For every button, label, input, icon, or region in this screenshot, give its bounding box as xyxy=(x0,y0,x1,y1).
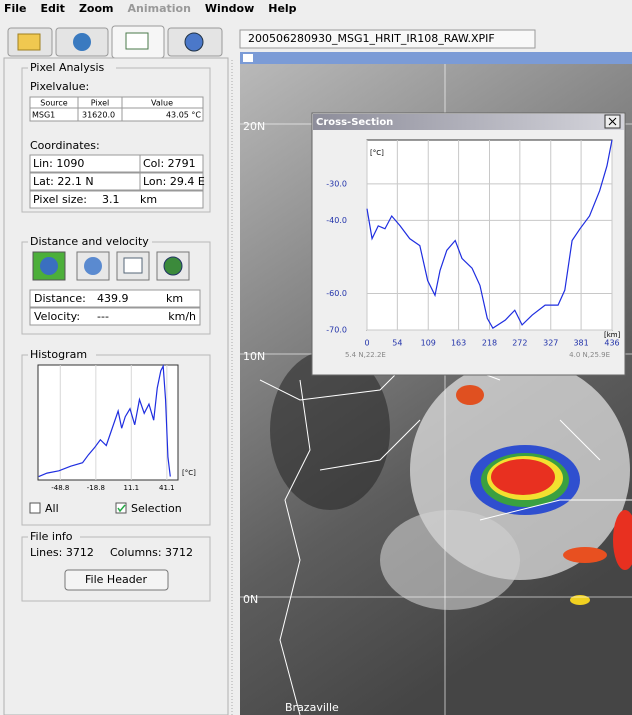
field-text: km xyxy=(166,292,183,305)
field-text: 439.9 xyxy=(97,292,129,305)
globe-icon xyxy=(185,33,203,51)
label: Coordinates: xyxy=(30,139,100,152)
x-tick-label: 41.1 xyxy=(159,484,175,492)
button-label[interactable]: File Header xyxy=(85,573,147,586)
checkbox-label: All xyxy=(45,502,59,515)
map-label: 0N xyxy=(243,593,258,606)
field-text: Col: 2791 xyxy=(143,157,196,170)
y-unit: [°C] xyxy=(370,149,384,157)
folder-icon xyxy=(18,34,40,50)
field-text: Velocity: xyxy=(34,310,80,323)
field-text: Lat: 22.1 N xyxy=(33,175,94,188)
table-header: Value xyxy=(151,99,173,108)
group-title: File info xyxy=(30,530,73,543)
menu-item[interactable]: Help xyxy=(268,2,296,15)
icon xyxy=(84,257,102,275)
tool-tabs xyxy=(8,26,222,58)
field-text: 3.1 xyxy=(102,193,120,206)
window-title: Cross-Section xyxy=(316,117,393,128)
x-tick-label: 381 xyxy=(573,339,588,348)
storm-cell xyxy=(563,547,607,563)
y-tick-label: -60.0 xyxy=(326,289,347,298)
icon xyxy=(40,257,58,275)
globe-icon xyxy=(73,33,91,51)
menu-bar: File Edit Zoom Animation Window Help xyxy=(4,2,297,15)
group-title: Pixel Analysis xyxy=(30,61,105,74)
x-tick-label: 272 xyxy=(512,339,527,348)
x-tick-label: -48.8 xyxy=(51,484,69,492)
x-tick-label: 54 xyxy=(392,339,402,348)
field-text: km/h xyxy=(168,310,196,323)
histogram-plot xyxy=(38,365,178,480)
x-unit: [°C] xyxy=(182,469,196,477)
x-tick-label: 163 xyxy=(451,339,466,348)
document-tab-title: 200506280930_MSG1_HRIT_IR108_RAW.XPIF xyxy=(248,32,495,45)
field-text: Pixel size: xyxy=(33,193,87,206)
storm-cell xyxy=(491,459,555,495)
label: Pixelvalue: xyxy=(30,80,89,93)
frame-icon xyxy=(243,54,253,62)
checkbox-label: Selection xyxy=(131,502,182,515)
table-header: Pixel xyxy=(91,99,110,108)
field-text: Distance: xyxy=(34,292,86,305)
x-tick-label: 218 xyxy=(482,339,497,348)
menu-item[interactable]: Animation xyxy=(128,2,191,15)
chart-icon xyxy=(126,33,148,49)
menu-item[interactable]: File xyxy=(4,2,27,15)
menu-item[interactable]: Window xyxy=(205,2,254,15)
map-label: Brazaville xyxy=(285,701,339,714)
y-tick-label: -40.0 xyxy=(326,216,347,225)
x-tick-label: 11.1 xyxy=(123,484,139,492)
x-tick-label: 0 xyxy=(364,339,369,348)
x-tick-label: 327 xyxy=(543,339,558,348)
y-tick-label: -30.0 xyxy=(326,179,347,188)
label: Lines: 3712 xyxy=(30,546,94,559)
icon xyxy=(164,257,182,275)
storm-cell xyxy=(456,385,484,405)
storm-cell xyxy=(570,595,590,605)
group-title: Histogram xyxy=(30,348,87,361)
x-tick-label: 109 xyxy=(421,339,436,348)
field-text: Lon: 29.4 E xyxy=(143,175,205,188)
y-tick-label: -70.0 xyxy=(326,326,347,335)
x-tick-label: -18.8 xyxy=(87,484,105,492)
end-coordinate: 4.0 N,25.9E xyxy=(569,351,610,359)
icon xyxy=(124,258,142,273)
menu-item[interactable]: Zoom xyxy=(79,2,114,15)
field-text: km xyxy=(140,193,157,206)
checkbox[interactable] xyxy=(30,503,40,513)
x-tick-label: 436 xyxy=(604,339,619,348)
field-text: --- xyxy=(97,310,109,323)
page: { "menu": ["File", "Edit", "Zoom", "Anim… xyxy=(0,0,632,715)
frame-titlebar xyxy=(240,52,632,64)
field-text: Lin: 1090 xyxy=(33,157,84,170)
map-label: 10N xyxy=(243,350,265,363)
app-window: File Edit Zoom Animation Window Help Pixel An… xyxy=(0,0,632,715)
table-cell: 43.05 °C xyxy=(166,111,201,120)
table-cell: 31620.0 xyxy=(82,111,115,120)
group-title: Distance and velocity xyxy=(30,235,149,248)
table-header: Source xyxy=(40,99,68,108)
menu-item[interactable]: Edit xyxy=(41,2,65,15)
label: Columns: 3712 xyxy=(110,546,193,559)
table-cell: MSG1 xyxy=(32,111,55,120)
cloud xyxy=(380,510,520,610)
start-coordinate: 5.4 N,22.2E xyxy=(345,351,386,359)
map-label: 20N xyxy=(243,120,265,133)
checkbox-checked[interactable] xyxy=(116,503,126,513)
